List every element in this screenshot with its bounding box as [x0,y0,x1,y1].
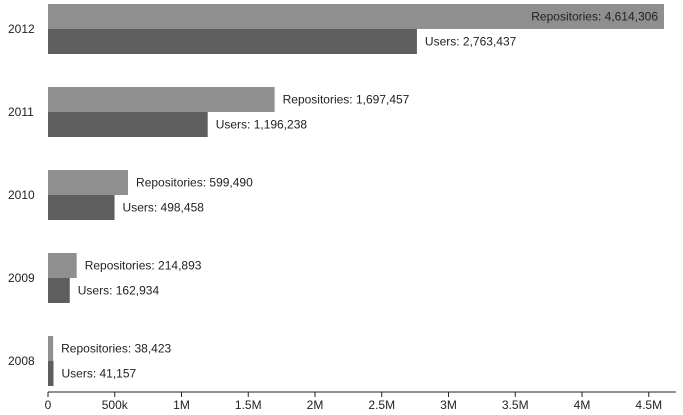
bar-users-2008 [48,361,54,386]
data-label-repositories-2010: Repositories: 599,490 [136,176,253,190]
x-tick-label-7: 3.5M [502,398,529,412]
bar-repositories-2009 [48,253,77,278]
data-label-users-2008: Users: 41,157 [61,367,136,381]
data-label-repositories-2008: Repositories: 38,423 [61,342,171,356]
bar-users-2009 [48,278,70,303]
data-label-users-2011: Users: 1,196,238 [216,118,308,132]
x-tick-label-5: 2.5M [368,398,395,412]
bar-users-2012 [48,29,417,54]
category-label-2010: 2010 [8,188,35,202]
x-tick-label-8: 4M [574,398,591,412]
bar-repositories-2012 [48,4,665,29]
category-label-2011: 2011 [8,105,34,119]
x-axis: 0 500k 1M 1.5M 2M 2.5M 3M 3.5M 4M 4.5M [45,391,676,412]
x-tick-label-6: 3M [440,398,457,412]
data-label-repositories-2011: Repositories: 1,697,457 [283,93,410,107]
bar-repositories-2008 [48,336,54,361]
x-tick-label-2: 1M [173,398,190,412]
data-label-users-2012: Users: 2,763,437 [425,35,517,49]
bar-users-2010 [48,195,115,220]
x-tick-label-0: 0 [45,398,52,412]
data-label-repositories-2012: Repositories: 4,614,306 [531,10,658,24]
category-label-2009: 2009 [8,271,35,285]
x-tick-label-3: 1.5M [235,398,262,412]
bar-repositories-2011 [48,87,275,112]
x-tick-label-9: 4.5M [635,398,662,412]
labels-layer: 2012 Repositories: 4,614,306 Users: 2,763,… [8,10,658,381]
x-tick-label-4: 2M [307,398,324,412]
bar-users-2011 [48,112,208,137]
data-label-repositories-2009: Repositories: 214,893 [85,259,202,273]
data-label-users-2009: Users: 162,934 [78,284,160,298]
data-label-users-2010: Users: 498,458 [123,201,205,215]
x-tick-label-1: 500k [102,398,129,412]
category-label-2012: 2012 [8,22,35,36]
bars-layer [48,4,665,386]
bar-repositories-2010 [48,170,129,195]
category-label-2008: 2008 [8,354,35,368]
